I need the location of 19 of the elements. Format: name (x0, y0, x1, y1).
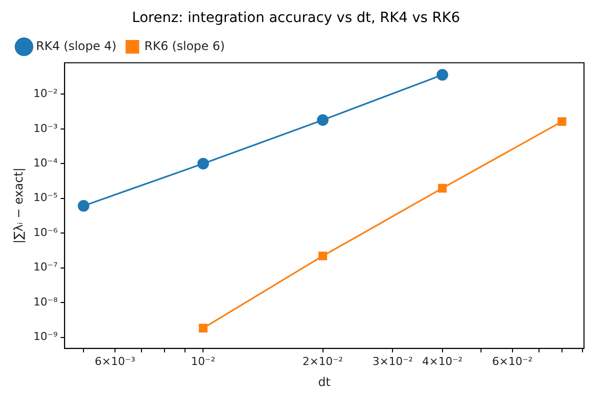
y-tick-label: 10⁻² (33, 87, 58, 100)
x-tick-label: 2×10⁻² (302, 354, 343, 368)
y-tick-label: 10⁻³ (33, 122, 58, 135)
y-tick-label: 10⁻⁹ (33, 330, 58, 344)
chart-title: Lorenz: integration accuracy vs dt, RK4 vs RK6 (132, 10, 460, 26)
x-axis-title: dt (318, 374, 331, 389)
legend-label: RK6 (slope 6) (144, 38, 225, 53)
x-tick-label: 3×10⁻² (372, 354, 413, 368)
y-tick-label: 10⁻⁸ (33, 295, 58, 308)
y-axis-title: |∑λᵢ − exact| (11, 168, 26, 244)
x-tick-label: 6×10⁻² (492, 354, 533, 368)
y-tick-label: 10⁻⁶ (33, 226, 58, 239)
y-tick-label: 10⁻⁴ (33, 156, 58, 170)
x-tick-label: 10⁻² (191, 354, 216, 368)
legend-label: RK4 (slope 4) (36, 38, 116, 53)
x-tick-label: 4×10⁻² (422, 354, 463, 368)
y-tick-label: 10⁻⁷ (33, 260, 58, 274)
x-tick-label: 6×10⁻³ (94, 354, 136, 368)
y-tick-label: 10⁻⁵ (33, 191, 58, 204)
